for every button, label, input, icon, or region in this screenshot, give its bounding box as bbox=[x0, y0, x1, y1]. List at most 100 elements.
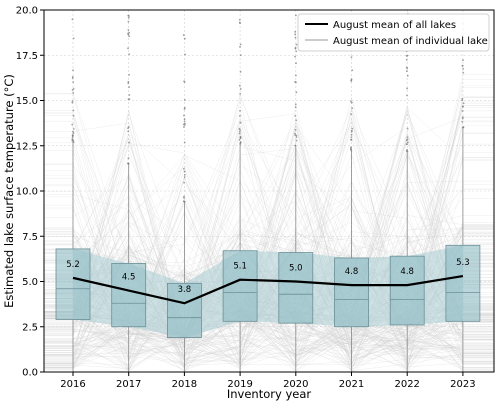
box-body bbox=[278, 252, 314, 324]
outlier-point bbox=[238, 84, 241, 87]
outlier-point bbox=[183, 120, 186, 123]
mean-label-2023: 5.3 bbox=[456, 258, 470, 268]
outlier-point bbox=[462, 105, 464, 108]
outlier-point bbox=[127, 28, 130, 31]
outlier-point bbox=[239, 137, 242, 140]
outlier-point bbox=[405, 58, 408, 61]
outlier-point bbox=[462, 59, 464, 62]
outlier-point bbox=[462, 71, 465, 74]
outlier-point bbox=[294, 74, 297, 77]
outlier-point bbox=[295, 50, 298, 53]
outlier-point bbox=[294, 134, 297, 136]
individual-lake-line bbox=[44, 93, 494, 357]
mean-label-2021: 4.8 bbox=[345, 267, 359, 277]
outlier-point bbox=[182, 34, 185, 36]
y-axis: 0.0 2.5 5.0 7.5 10.0 12.5 15.0 17.5 20.0 bbox=[16, 6, 44, 379]
legend-box bbox=[297, 13, 490, 52]
outlier-point bbox=[406, 141, 409, 144]
outlier-point bbox=[71, 123, 74, 126]
outlier-point bbox=[295, 119, 298, 122]
individual-lake-line bbox=[44, 287, 494, 369]
individual-lake-line bbox=[44, 110, 494, 370]
outlier-point bbox=[71, 134, 74, 137]
outlier-point bbox=[183, 124, 186, 126]
outlier-point bbox=[350, 113, 352, 115]
outlier-point bbox=[128, 94, 131, 96]
outlier-point bbox=[238, 18, 241, 21]
individual-lake-line bbox=[44, 133, 494, 370]
outlier-point bbox=[239, 135, 242, 138]
mean-line bbox=[72, 274, 464, 305]
y-tick-label-0: 0.0 bbox=[22, 368, 38, 379]
outlier-point bbox=[183, 99, 186, 101]
box-body bbox=[445, 244, 481, 322]
outlier-point bbox=[350, 79, 353, 82]
x-tick-label-2023: 2023 bbox=[450, 379, 475, 390]
outlier-point bbox=[128, 35, 131, 38]
box-2016 bbox=[55, 142, 91, 372]
outlier-point bbox=[294, 128, 297, 131]
mean-label-2018: 3.8 bbox=[178, 285, 192, 295]
individual-lake-line bbox=[44, 124, 494, 359]
outlier-point bbox=[350, 130, 353, 133]
individual-lake-line bbox=[44, 204, 494, 357]
outlier-point bbox=[71, 88, 74, 91]
outlier-point bbox=[127, 126, 130, 128]
individual-lake-line bbox=[44, 185, 494, 365]
box-2019 bbox=[222, 143, 258, 372]
outlier-point bbox=[294, 33, 297, 36]
individual-lake-line bbox=[44, 137, 494, 350]
x-tick-label-2021: 2021 bbox=[339, 379, 364, 390]
individual-lake-line bbox=[44, 169, 494, 368]
outlier-point bbox=[405, 139, 408, 142]
outlier-point bbox=[182, 167, 185, 170]
x-tick-label-2017: 2017 bbox=[116, 379, 141, 390]
x-axis: 2016 2017 2018 2019 2020 2021 2022 2023 bbox=[60, 372, 476, 390]
outlier-point bbox=[239, 121, 242, 124]
outlier-point bbox=[350, 148, 352, 151]
outlier-point bbox=[71, 75, 74, 78]
outlier-point bbox=[127, 130, 130, 133]
outlier-point bbox=[71, 18, 74, 21]
outlier-point bbox=[238, 21, 241, 24]
y-tick-label-3: 7.5 bbox=[22, 232, 38, 243]
individual-lake-line bbox=[44, 215, 494, 367]
outlier-point bbox=[294, 103, 297, 106]
mean-label-2020: 5.0 bbox=[289, 264, 303, 274]
outlier-point bbox=[183, 176, 186, 178]
outlier-point bbox=[406, 54, 409, 57]
legend-label-mean: August mean of all lakes bbox=[333, 20, 456, 31]
outlier-point bbox=[405, 143, 408, 146]
outlier-point bbox=[127, 32, 129, 35]
outlier-point bbox=[294, 115, 297, 117]
outlier-point bbox=[239, 54, 242, 57]
outlier-point bbox=[238, 138, 241, 141]
outlier-point bbox=[72, 114, 75, 117]
box-2018 bbox=[166, 201, 202, 372]
legend: August mean of all lakes August mean of … bbox=[297, 13, 490, 52]
outlier-point bbox=[294, 132, 296, 135]
x-tick-label-2018: 2018 bbox=[172, 379, 197, 390]
individual-lake-line bbox=[44, 150, 494, 360]
outlier-point bbox=[406, 136, 409, 139]
outlier-point bbox=[461, 117, 464, 120]
outlier-point bbox=[127, 98, 130, 101]
outlier-point bbox=[461, 120, 464, 123]
individual-lake-line bbox=[44, 194, 494, 366]
mean-line-layer bbox=[72, 274, 464, 305]
outlier-point bbox=[183, 173, 186, 176]
box-body bbox=[55, 248, 91, 320]
x-tick-label-2020: 2020 bbox=[283, 379, 308, 390]
outlier-point bbox=[183, 37, 186, 40]
outlier-point bbox=[183, 108, 186, 110]
outlier-point bbox=[461, 64, 464, 67]
outlier-point bbox=[351, 127, 354, 130]
outlier-point bbox=[128, 141, 130, 144]
outlier-point bbox=[71, 136, 74, 139]
outlier-point bbox=[72, 132, 75, 135]
individual-lake-line bbox=[44, 121, 494, 349]
outlier-point bbox=[239, 43, 242, 46]
outlier-point bbox=[239, 92, 242, 95]
outlier-point bbox=[406, 74, 409, 77]
outlier-point bbox=[294, 46, 297, 49]
